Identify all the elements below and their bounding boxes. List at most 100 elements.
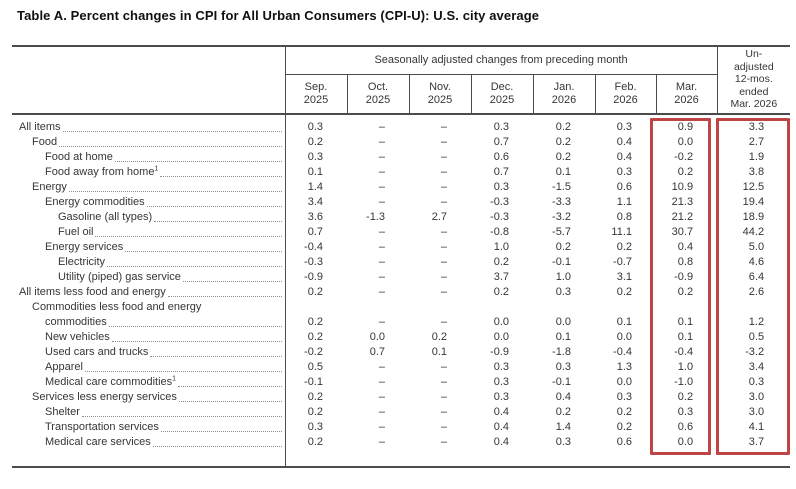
- value-cell-oct-2025: –: [378, 376, 385, 388]
- value-cell-nov-2025: –: [440, 421, 447, 433]
- dot-leader: [59, 146, 282, 147]
- row-label: Gasoline (all types): [58, 211, 153, 223]
- value-cell-sep-2025: 3.4: [307, 196, 323, 208]
- value-cell-dec-2025: -0.8: [490, 226, 509, 238]
- row-label: Transportation services: [45, 421, 159, 433]
- value-cell-oct-2025: –: [378, 151, 385, 163]
- value-cell-dec-2025: 0.0: [493, 331, 509, 343]
- value-cell-dec-2025: 0.3: [493, 121, 509, 133]
- value-cell-jan-2026: 0.3: [555, 436, 571, 448]
- table-row: Used cars and trucks -0.2 0.7 0.1 -0.9 -1.8 -0…: [12, 345, 790, 360]
- row-label: Utility (piped) gas service: [58, 271, 181, 283]
- cpi-table-wrap: Seasonally adjusted changes from precedi…: [12, 45, 791, 468]
- footnote-marker: 1: [154, 165, 159, 173]
- row-label-cell: Food away from home1: [12, 165, 286, 180]
- value-cell-jan-2026: 0.3: [555, 286, 571, 298]
- row-label: Medical care services: [45, 436, 151, 448]
- dot-leader: [152, 446, 282, 447]
- value-cell-unadjusted-12mo: 1.2: [748, 316, 765, 328]
- table-row: Medical care services 0.2 – – 0.4 0.3 0.6 0.0 3.…: [12, 435, 790, 467]
- value-cell-jan-2026: 0.2: [555, 241, 571, 253]
- value-cell-feb-2026: 0.3: [616, 121, 632, 133]
- value-cell-sep-2025: 0.7: [307, 226, 323, 238]
- value-cell-mar-2026: 0.2: [677, 166, 694, 178]
- row-label-cell: Shelter: [12, 405, 286, 420]
- value-cell-dec-2025: 0.3: [493, 391, 509, 403]
- value-cell-unadjusted-12mo: 2.6: [748, 286, 765, 298]
- dot-leader: [178, 401, 282, 402]
- value-cell-dec-2025: 0.0: [493, 316, 509, 328]
- value-cell-nov-2025: –: [440, 271, 447, 283]
- value-cell-mar-2026: 0.8: [677, 256, 694, 268]
- value-cell-feb-2026: 0.0: [616, 376, 632, 388]
- value-cell-sep-2025: 0.3: [307, 121, 323, 133]
- value-cell-sep-2025: 0.2: [307, 436, 323, 448]
- row-label: Shelter: [45, 406, 80, 418]
- value-cell-nov-2025: –: [440, 196, 447, 208]
- value-cell-jan-2026: 0.4: [555, 391, 571, 403]
- table-row: New vehicles 0.2 0.0 0.2 0.0 0.1 0.0 0.1 0.5: [12, 330, 790, 345]
- value-cell-dec-2025: 0.2: [493, 286, 509, 298]
- value-cell-nov-2025: 0.1: [431, 346, 447, 358]
- value-cell-mar-2026: 30.7: [671, 226, 694, 238]
- table-row: Food at home 0.3 – – 0.6 0.2 0.4 -0.2 1.9: [12, 150, 790, 165]
- value-cell-dec-2025: 0.3: [493, 181, 509, 193]
- table-row: Food 0.2 – – 0.7 0.2 0.4 0.0 2.7: [12, 135, 790, 150]
- value-cell-mar-2026: -0.9: [674, 271, 694, 283]
- value-cell-nov-2025: –: [440, 136, 447, 148]
- value-cell-oct-2025: –: [378, 181, 385, 193]
- value-cell-sep-2025: 0.2: [307, 136, 323, 148]
- value-cell-dec-2025: 0.7: [493, 166, 509, 178]
- value-cell-dec-2025: 0.2: [493, 256, 509, 268]
- value-cell-feb-2026: 0.2: [616, 406, 632, 418]
- table-row: Transportation services 0.3 – – 0.4 1.4 0.2 0.6…: [12, 420, 790, 435]
- value-cell-jan-2026: 0.2: [555, 136, 571, 148]
- row-label-cell: Food at home: [12, 150, 286, 165]
- value-cell-dec-2025: 0.4: [493, 406, 509, 418]
- value-cell-sep-2025: -0.4: [304, 241, 323, 253]
- value-cell-mar-2026: 0.1: [677, 331, 694, 343]
- row-label: Commodities less food and energy: [32, 301, 202, 313]
- value-cell-unadjusted-12mo: 5.0: [748, 241, 765, 253]
- value-cell-mar-2026: 0.4: [677, 241, 694, 253]
- row-label-cell: Energy: [12, 180, 286, 195]
- value-cell-sep-2025: 0.2: [307, 406, 323, 418]
- dot-leader: [182, 281, 282, 282]
- value-cell-nov-2025: –: [440, 286, 447, 298]
- value-cell-dec-2025: 1.0: [493, 241, 509, 253]
- dot-leader: [81, 416, 282, 417]
- value-cell-unadjusted-12mo: 4.1: [748, 421, 765, 433]
- value-cell-dec-2025: 0.4: [493, 436, 509, 448]
- row-label: Electricity: [58, 256, 106, 268]
- value-cell-oct-2025: –: [378, 421, 385, 433]
- value-cell-nov-2025: –: [440, 391, 447, 403]
- value-cell-unadjusted-12mo: 0.5: [748, 331, 765, 343]
- value-cell-feb-2026: 1.1: [616, 196, 632, 208]
- value-cell-sep-2025: 0.2: [307, 331, 323, 343]
- row-label: All items: [19, 121, 61, 133]
- dot-leader: [167, 296, 282, 297]
- value-cell-feb-2026: 0.6: [616, 436, 632, 448]
- dot-leader: [68, 191, 282, 192]
- value-cell-feb-2026: -0.4: [613, 346, 632, 358]
- value-cell-sep-2025: 0.1: [307, 166, 323, 178]
- row-label: All items less food and energy: [19, 286, 166, 298]
- value-cell-feb-2026: -0.7: [613, 256, 632, 268]
- dot-leader: [150, 356, 282, 357]
- value-cell-dec-2025: -0.3: [490, 211, 509, 223]
- table-row: Apparel 0.5 – – 0.3 0.3 1.3 1.0 3.4: [12, 360, 790, 375]
- value-cell-sep-2025: 3.6: [307, 211, 323, 223]
- value-cell-feb-2026: 3.1: [616, 271, 632, 283]
- value-cell-oct-2025: –: [378, 286, 385, 298]
- value-cell-nov-2025: –: [440, 256, 447, 268]
- column-header-nov-2025: Nov. 2025: [408, 74, 471, 115]
- dot-leader: [178, 386, 282, 387]
- row-label-cell: Energy services: [12, 240, 286, 255]
- value-cell-unadjusted-12mo: 44.2: [742, 226, 765, 238]
- value-cell-feb-2026: 0.8: [616, 211, 632, 223]
- row-label: Services less energy services: [32, 391, 177, 403]
- row-label-cell: Services less energy services: [12, 390, 286, 405]
- value-cell-unadjusted-12mo: 4.6: [748, 256, 765, 268]
- value-cell-nov-2025: –: [440, 121, 447, 133]
